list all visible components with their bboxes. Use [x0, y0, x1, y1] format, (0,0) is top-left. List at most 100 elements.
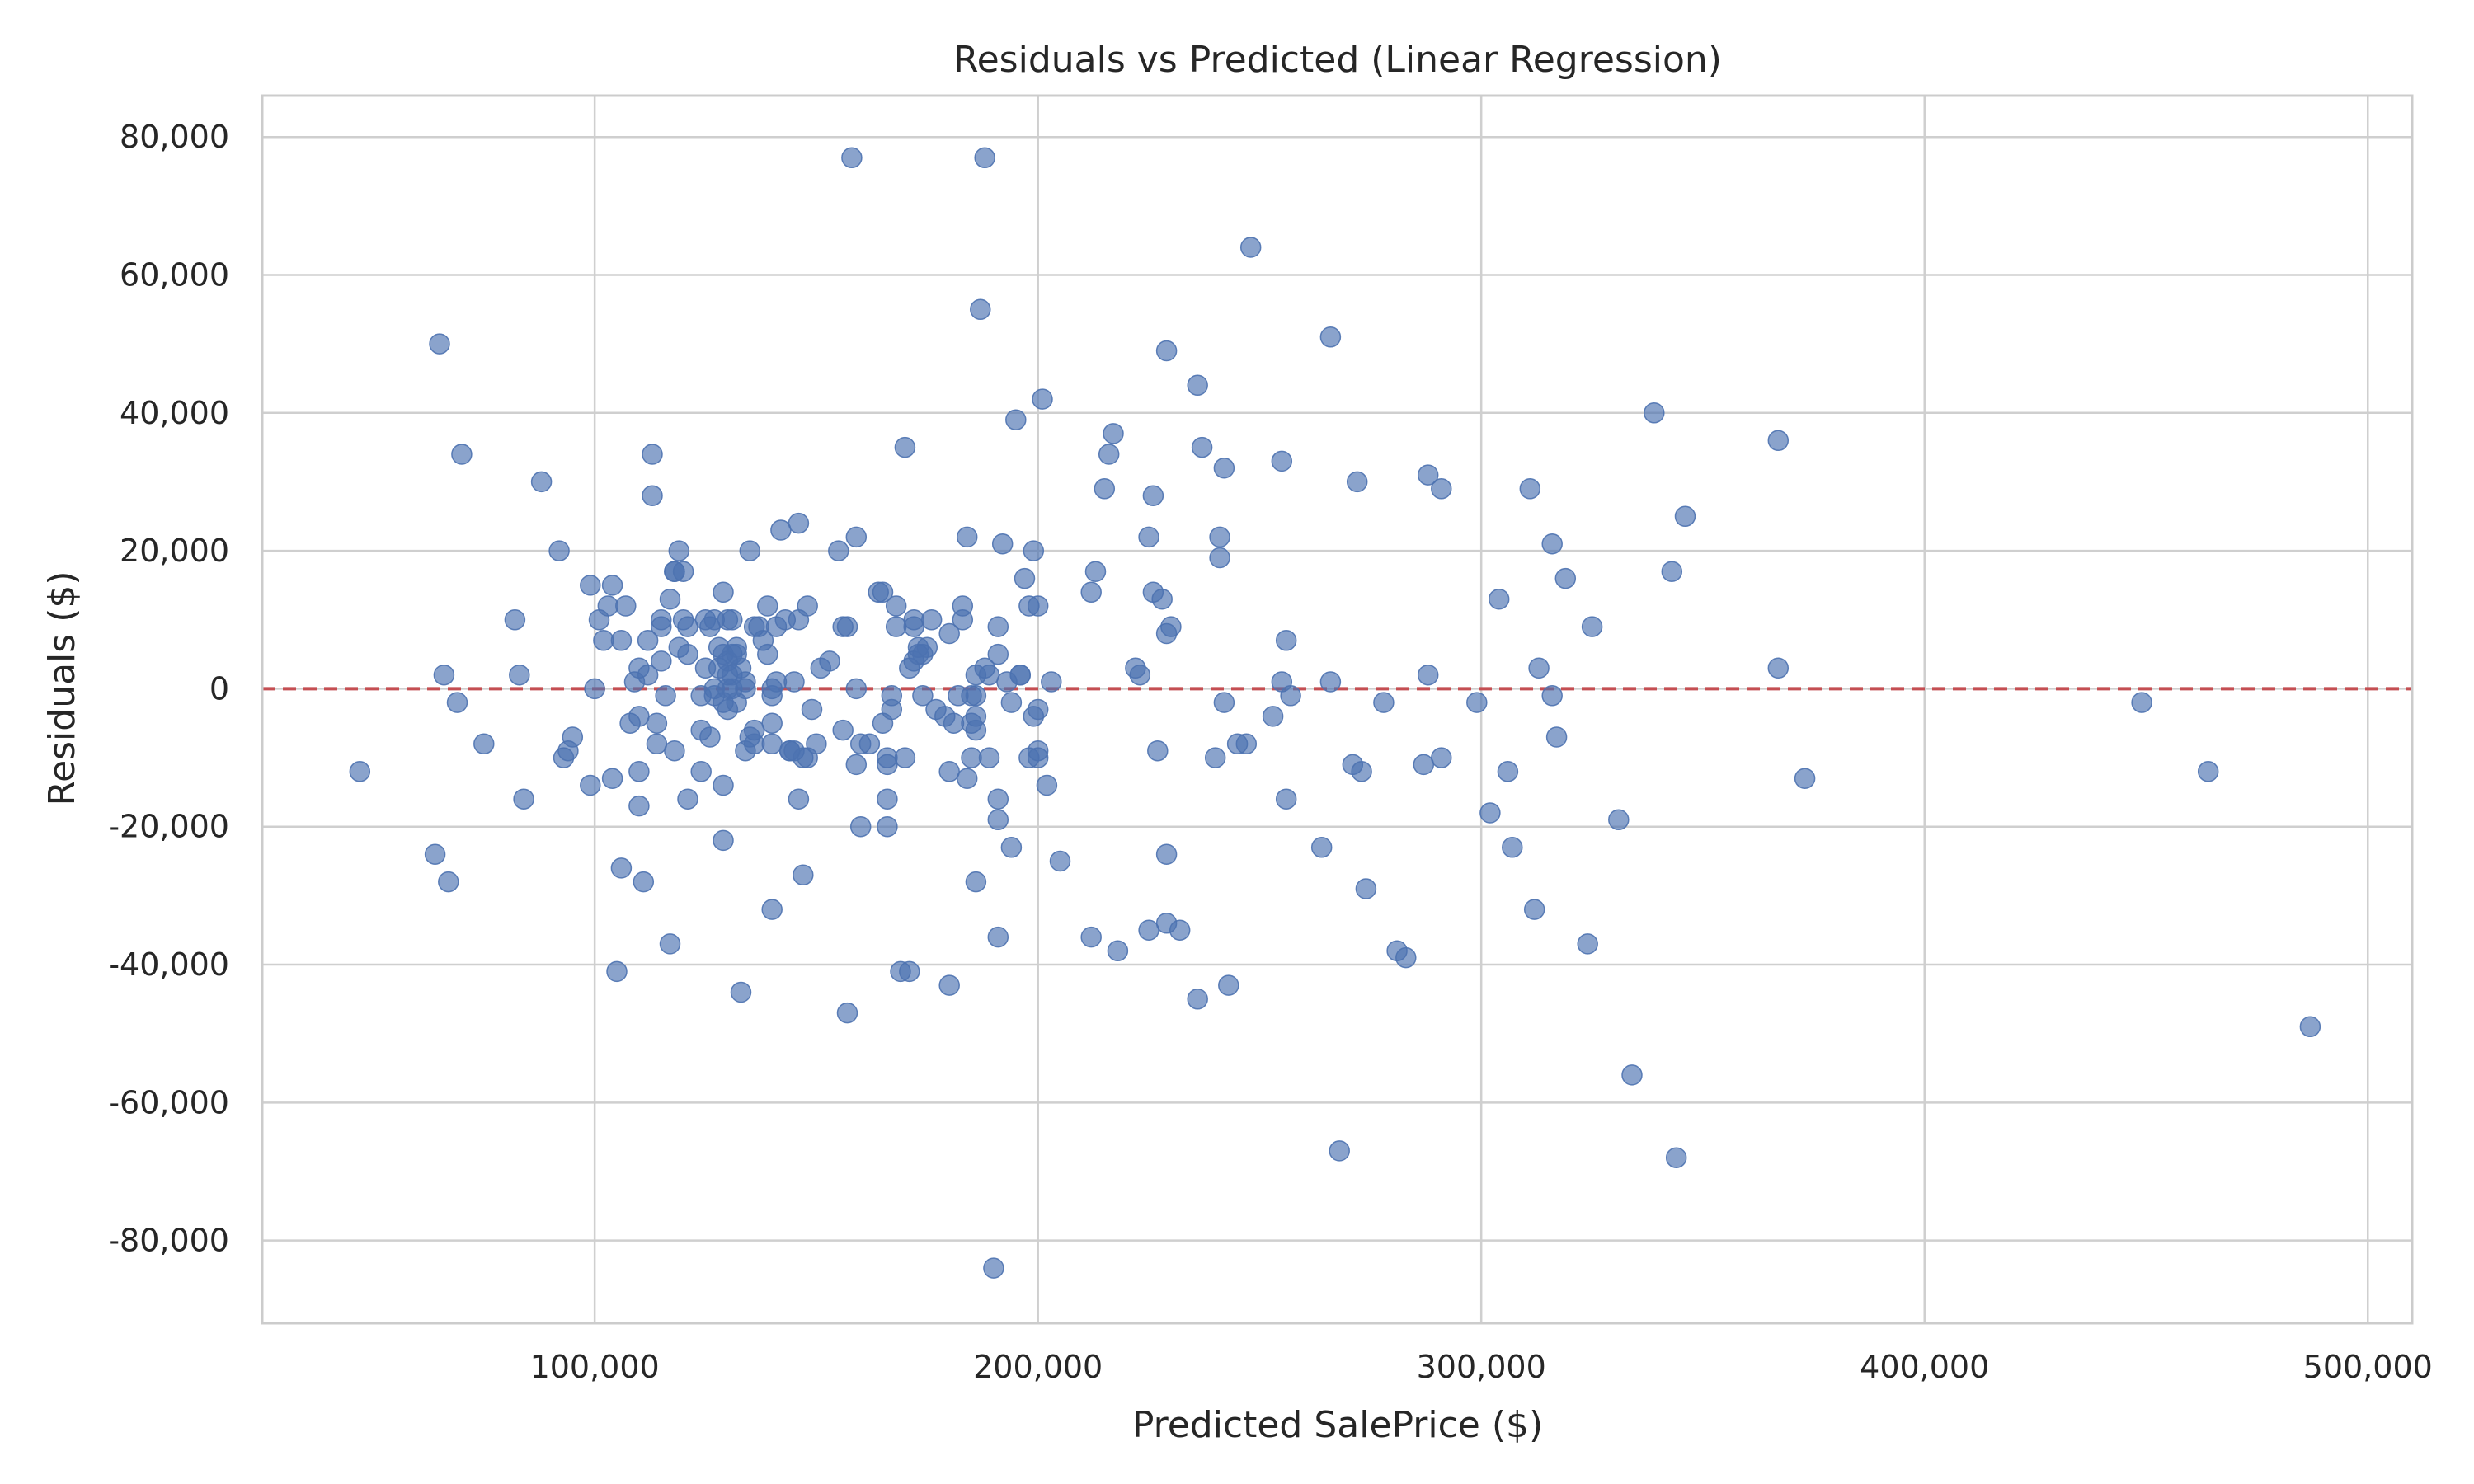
scatter-point — [672, 561, 694, 582]
scatter-points — [349, 147, 2321, 1279]
scatter-point — [659, 588, 681, 610]
scatter-point — [1767, 657, 1790, 679]
scatter-point — [2299, 1016, 2321, 1038]
scatter-point — [1014, 567, 1036, 589]
scatter-point — [1080, 581, 1102, 603]
x-tick-labels: 100,000 200,000 300,000 400,000 500,000 — [530, 1349, 2433, 1385]
scatter-point — [828, 540, 849, 561]
scatter-point — [1502, 837, 1523, 858]
scatter-point — [1187, 989, 1208, 1010]
y-tick-label: 80,000 — [120, 119, 229, 155]
scatter-point — [987, 616, 1009, 637]
scatter-point — [580, 575, 601, 596]
scatter-point — [1519, 478, 1541, 500]
scatter-point — [1094, 478, 1116, 500]
scatter-point — [530, 471, 553, 493]
scatter-point — [429, 333, 450, 355]
scatter-point — [722, 609, 743, 631]
scatter-point — [845, 754, 868, 776]
scatter-point — [832, 719, 854, 741]
scatter-point — [1644, 402, 1665, 424]
y-tick-label: -80,000 — [108, 1223, 229, 1259]
scatter-point — [819, 650, 840, 672]
scatter-point — [761, 733, 783, 755]
scatter-point — [943, 712, 965, 734]
scatter-point — [841, 147, 863, 169]
scatter-point — [1023, 540, 1045, 561]
chart-title: Residuals vs Predicted (Linear Regressio… — [953, 39, 1722, 81]
scatter-point — [601, 575, 623, 596]
scatter-point — [642, 444, 663, 465]
scatter-point — [651, 650, 672, 672]
scatter-point — [1621, 1064, 1643, 1086]
scatter-point — [1027, 595, 1049, 617]
scatter-point — [735, 678, 756, 700]
scatter-point — [677, 616, 698, 637]
scatter-point — [593, 630, 614, 651]
scatter-point — [881, 698, 903, 721]
scatter-point — [1767, 430, 1790, 452]
scatter-point — [451, 444, 473, 465]
scatter-point — [1674, 505, 1696, 528]
scatter-point — [793, 864, 814, 886]
scatter-point — [1000, 837, 1023, 858]
scatter-point — [1319, 671, 1342, 693]
scatter-point — [974, 147, 995, 169]
x-tick-label: 400,000 — [1860, 1349, 1989, 1385]
scatter-point — [509, 664, 530, 686]
scatter-point — [1329, 1140, 1350, 1162]
scatter-point — [1497, 761, 1519, 782]
scatter-point — [1395, 946, 1417, 969]
scatter-point — [806, 733, 827, 755]
scatter-point — [801, 698, 823, 721]
scatter-point — [424, 843, 446, 865]
scatter-point — [651, 609, 672, 631]
scatter-point — [1346, 471, 1368, 493]
scatter-point — [1209, 547, 1230, 569]
scatter-point — [1262, 706, 1284, 727]
scatter-point — [1373, 692, 1395, 713]
scatter-point — [1084, 561, 1107, 582]
scatter-point — [965, 871, 987, 893]
scatter-point — [961, 747, 982, 768]
scatter-point — [1275, 630, 1297, 651]
scatter-point — [1488, 588, 1510, 610]
scatter-point — [1794, 768, 1816, 789]
scatter-point — [1009, 664, 1031, 686]
x-tick-label: 100,000 — [530, 1349, 660, 1385]
scatter-point — [1351, 761, 1372, 782]
scatter-point — [642, 485, 663, 506]
scatter-point — [646, 733, 668, 755]
scatter-point — [349, 761, 371, 782]
scatter-point — [1355, 878, 1377, 899]
scatter-point — [991, 533, 1014, 555]
x-tick-label: 200,000 — [973, 1349, 1103, 1385]
scatter-point — [2131, 692, 2152, 713]
scatter-point — [433, 664, 455, 686]
scatter-point — [713, 829, 734, 852]
scatter-point — [885, 595, 907, 617]
scatter-point — [2197, 761, 2219, 782]
scatter-point — [894, 436, 916, 458]
scatter-point — [1005, 409, 1027, 430]
scatter-point — [783, 671, 805, 693]
scatter-point — [615, 595, 637, 617]
scatter-point — [872, 581, 894, 603]
scatter-point — [987, 643, 1009, 665]
scatter-point — [610, 630, 633, 651]
scatter-point — [1138, 526, 1159, 548]
y-tick-label: 40,000 — [120, 395, 229, 431]
scatter-point — [637, 664, 659, 686]
x-tick-label: 500,000 — [2303, 1349, 2433, 1385]
scatter-point — [610, 857, 633, 879]
scatter-point — [1155, 340, 1178, 362]
scatter-point — [920, 609, 943, 631]
scatter-point — [1466, 692, 1488, 713]
scatter-point — [978, 664, 1000, 686]
scatter-point — [903, 616, 924, 637]
scatter-point — [885, 616, 907, 637]
scatter-point — [730, 981, 752, 1003]
scatter-point — [1204, 747, 1226, 768]
scatter-point — [1431, 478, 1452, 500]
